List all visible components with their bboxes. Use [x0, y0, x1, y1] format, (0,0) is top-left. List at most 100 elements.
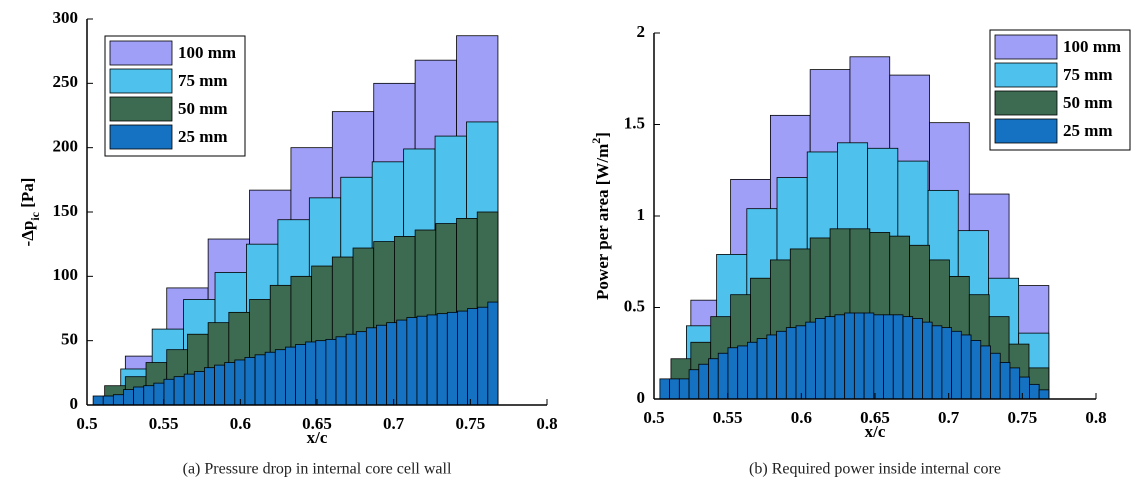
legend-swatch	[994, 118, 1058, 144]
bar	[335, 336, 347, 406]
legend-label: 25 mm	[1063, 121, 1113, 140]
bar	[365, 327, 377, 406]
bar	[931, 325, 943, 400]
bar	[345, 333, 357, 406]
bar	[688, 369, 700, 400]
legend-swatch	[109, 96, 173, 122]
legend-label: 100 mm	[1063, 37, 1121, 56]
bar	[274, 349, 286, 406]
x-tick-label: 0.8	[536, 414, 557, 433]
bar	[708, 358, 719, 400]
bar	[446, 311, 458, 406]
y-tick-label: 250	[53, 72, 79, 91]
y-tick-label: 50	[61, 330, 78, 349]
x-axis-label: x/c	[307, 428, 328, 447]
bar	[999, 361, 1011, 400]
x-tick-label: 0.75	[455, 414, 485, 433]
bar	[487, 301, 499, 406]
legend-swatch	[109, 68, 173, 94]
bar	[727, 347, 739, 400]
bar	[892, 314, 904, 400]
y-label-part: ]	[593, 132, 612, 138]
bar	[922, 321, 933, 400]
bar	[386, 322, 398, 406]
y-tick-label: 0.5	[624, 296, 645, 315]
bar	[214, 364, 226, 406]
bar	[1019, 376, 1030, 400]
legend-swatch	[994, 90, 1058, 116]
bar	[193, 371, 205, 406]
x-tick-label: 0.7	[383, 414, 405, 433]
legend-label: 50 mm	[178, 99, 228, 118]
bar	[980, 345, 991, 400]
bar	[305, 341, 317, 406]
bar	[678, 378, 690, 400]
caption: (a) Pressure drop in internal core cell …	[183, 461, 452, 478]
bar	[254, 354, 266, 406]
y-tick-label: 200	[53, 137, 79, 156]
bar	[756, 338, 768, 400]
bar	[902, 316, 914, 400]
bar	[717, 352, 729, 400]
bar	[698, 363, 709, 400]
x-tick-label: 0.5	[643, 408, 664, 427]
y-tick-label: 1.5	[624, 113, 645, 132]
bar	[143, 385, 155, 406]
bar	[295, 344, 307, 406]
bar	[112, 394, 124, 406]
bar	[776, 330, 787, 400]
x-tick-label: 0.55	[713, 408, 743, 427]
bar	[960, 334, 972, 400]
x-tick-label: 0.65	[302, 414, 332, 433]
legend-label: 100 mm	[178, 43, 236, 62]
y-tick-label: 300	[53, 8, 79, 27]
legend-label: 50 mm	[1063, 93, 1113, 112]
legend-swatch	[109, 40, 173, 66]
bar	[102, 395, 114, 406]
bar	[815, 318, 826, 400]
bar	[805, 321, 816, 400]
bar	[737, 345, 748, 400]
bar	[853, 312, 865, 400]
caption: (b) Required power inside internal core	[749, 461, 1001, 478]
bar	[766, 334, 777, 400]
bar	[406, 317, 418, 406]
x-tick-label: 0.6	[791, 408, 812, 427]
bar	[844, 312, 855, 400]
bar	[183, 373, 195, 406]
bar	[224, 362, 236, 406]
x-tick-label: 0.6	[230, 414, 251, 433]
bar	[467, 308, 479, 406]
bar	[873, 314, 884, 400]
bar	[153, 382, 165, 406]
bar	[1038, 389, 1050, 400]
bar	[264, 351, 276, 406]
legend-swatch	[109, 124, 173, 150]
bar	[376, 324, 388, 406]
y-tick-label: 100	[53, 265, 79, 284]
bar	[426, 314, 438, 406]
legend-label: 75 mm	[1063, 65, 1113, 84]
bar	[285, 346, 296, 406]
y-axis-label: -Δpic [Pa]	[18, 178, 42, 247]
x-tick-label: 0.75	[1007, 408, 1037, 427]
bar	[315, 340, 327, 406]
x-axis-label: x/c	[865, 422, 886, 441]
bar	[234, 359, 246, 406]
x-tick-label: 0.65	[860, 408, 890, 427]
x-tick-label: 0.55	[149, 414, 179, 433]
bar	[669, 378, 680, 400]
bar	[990, 352, 1001, 400]
bar	[325, 338, 337, 406]
bar	[436, 313, 448, 406]
y-label-part: Power per area [W/m	[593, 144, 612, 300]
legend-swatch	[994, 62, 1058, 88]
y-tick-label: 0	[637, 388, 646, 407]
bar	[785, 327, 797, 400]
bar	[970, 340, 982, 400]
bar	[795, 325, 807, 400]
bar	[951, 330, 962, 400]
bar	[173, 376, 185, 406]
bar	[163, 378, 175, 406]
bar	[92, 395, 104, 406]
